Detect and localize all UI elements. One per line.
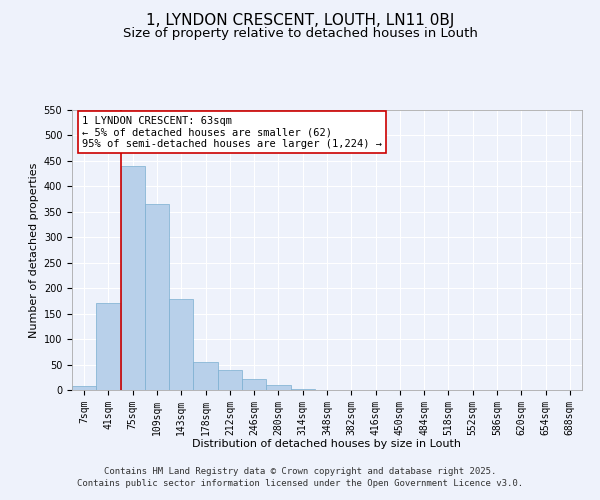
Bar bbox=[193, 362, 218, 390]
Bar bbox=[121, 166, 145, 390]
Text: 1, LYNDON CRESCENT, LOUTH, LN11 0BJ: 1, LYNDON CRESCENT, LOUTH, LN11 0BJ bbox=[146, 12, 454, 28]
Text: 1 LYNDON CRESCENT: 63sqm
← 5% of detached houses are smaller (62)
95% of semi-de: 1 LYNDON CRESCENT: 63sqm ← 5% of detache… bbox=[82, 116, 382, 149]
Bar bbox=[72, 386, 96, 390]
Bar bbox=[145, 204, 169, 390]
Text: Size of property relative to detached houses in Louth: Size of property relative to detached ho… bbox=[122, 28, 478, 40]
Bar bbox=[290, 389, 315, 390]
Bar bbox=[169, 300, 193, 390]
Y-axis label: Number of detached properties: Number of detached properties bbox=[29, 162, 40, 338]
Bar bbox=[96, 304, 121, 390]
Bar bbox=[266, 385, 290, 390]
Bar bbox=[242, 379, 266, 390]
Bar bbox=[218, 370, 242, 390]
Text: Contains HM Land Registry data © Crown copyright and database right 2025.
Contai: Contains HM Land Registry data © Crown c… bbox=[77, 466, 523, 487]
X-axis label: Distribution of detached houses by size in Louth: Distribution of detached houses by size … bbox=[193, 439, 461, 449]
